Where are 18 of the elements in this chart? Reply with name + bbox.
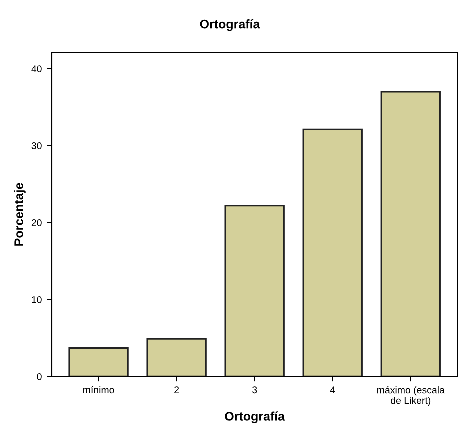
x-tick-label: 3: [252, 386, 258, 394]
y-tick-label: 20: [32, 220, 42, 226]
chart-title: Ortografía: [200, 19, 260, 32]
y-tick-label: 40: [32, 66, 42, 72]
bar: [224, 205, 285, 377]
x-tick-label: 4: [330, 386, 336, 394]
y-tick-label: 10: [32, 296, 42, 304]
y-tick-label: 30: [32, 142, 42, 150]
x-tick-label: mínimo: [84, 386, 114, 394]
x-tick-label: 2: [174, 386, 180, 394]
bar: [380, 91, 441, 377]
x-tick-label: máximo (escala de Likert): [377, 386, 445, 406]
x-axis-title: Ortografía: [225, 412, 286, 424]
y-tick-label: 0: [37, 373, 42, 380]
bar: [68, 347, 129, 377]
bar: [302, 128, 363, 377]
y-axis-title: Porcentaje: [14, 183, 26, 246]
bar: [146, 338, 207, 377]
